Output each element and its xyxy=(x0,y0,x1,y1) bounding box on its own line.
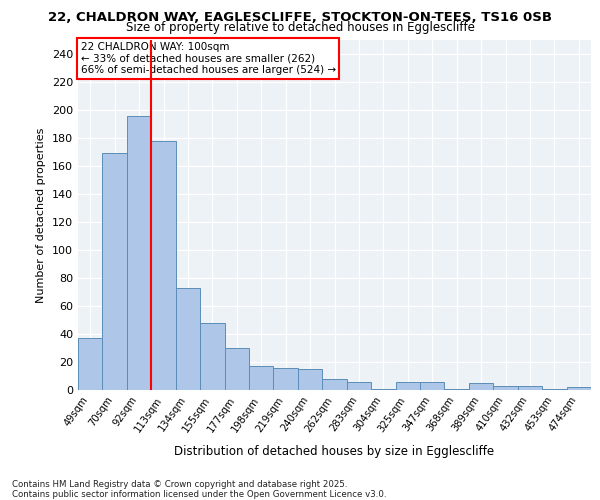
Text: Size of property relative to detached houses in Egglescliffe: Size of property relative to detached ho… xyxy=(125,22,475,35)
Bar xyxy=(371,388,395,390)
Bar xyxy=(493,386,518,390)
Text: 22 CHALDRON WAY: 100sqm
← 33% of detached houses are smaller (262)
66% of semi-d: 22 CHALDRON WAY: 100sqm ← 33% of detache… xyxy=(80,42,335,75)
Bar xyxy=(566,387,591,390)
Bar xyxy=(78,338,103,390)
Bar xyxy=(445,388,469,390)
Bar xyxy=(542,388,566,390)
Bar xyxy=(176,288,200,390)
Bar xyxy=(103,154,127,390)
Text: Contains HM Land Registry data © Crown copyright and database right 2025.
Contai: Contains HM Land Registry data © Crown c… xyxy=(12,480,386,499)
Y-axis label: Number of detached properties: Number of detached properties xyxy=(37,128,46,302)
Bar xyxy=(469,383,493,390)
Text: 22, CHALDRON WAY, EAGLESCLIFFE, STOCKTON-ON-TEES, TS16 0SB: 22, CHALDRON WAY, EAGLESCLIFFE, STOCKTON… xyxy=(48,11,552,24)
Bar xyxy=(151,141,176,390)
Bar xyxy=(200,323,224,390)
Bar xyxy=(249,366,274,390)
Bar xyxy=(518,386,542,390)
Bar xyxy=(127,116,151,390)
X-axis label: Distribution of detached houses by size in Egglescliffe: Distribution of detached houses by size … xyxy=(175,445,494,458)
Bar xyxy=(420,382,445,390)
Bar xyxy=(298,369,322,390)
Bar xyxy=(347,382,371,390)
Bar xyxy=(274,368,298,390)
Bar xyxy=(322,379,347,390)
Bar xyxy=(224,348,249,390)
Bar xyxy=(395,382,420,390)
